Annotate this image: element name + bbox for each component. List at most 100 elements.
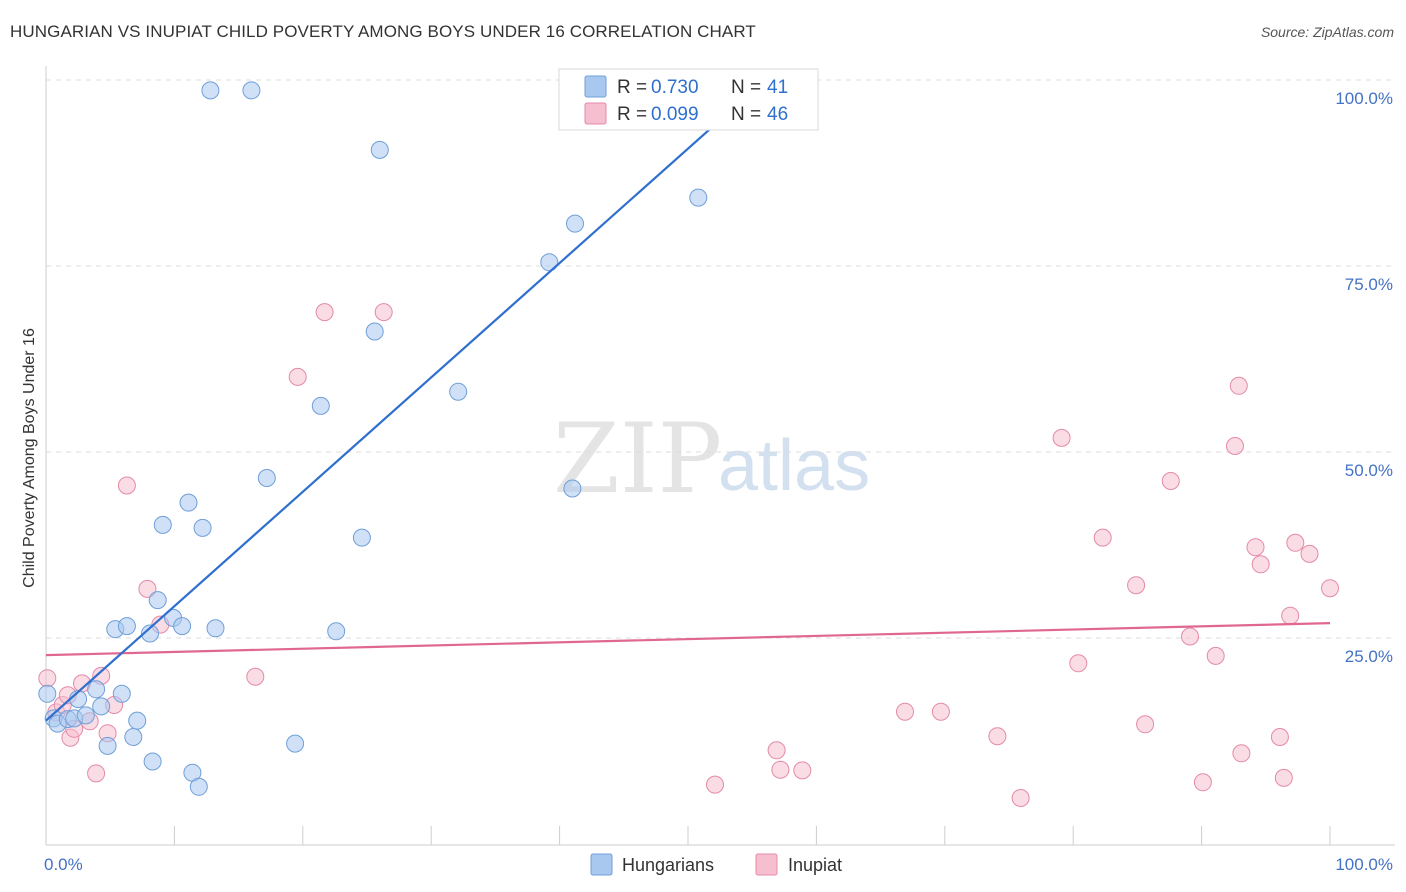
hungarian-point-31 <box>327 622 346 641</box>
inupiat-point-42 <box>1274 768 1293 787</box>
inupiat-points <box>38 303 1339 807</box>
hungarian-point-27 <box>242 81 261 100</box>
watermark-atlas: atlas <box>718 426 870 506</box>
inupiat-point-44 <box>1286 533 1305 552</box>
trend-lines <box>45 79 1331 722</box>
inupiat-point-8 <box>87 764 106 783</box>
series-legend: Hungarians Inupiat <box>590 853 842 876</box>
inupiat-point-13 <box>138 579 157 598</box>
y-tick-label-1: 50.0% <box>1345 461 1393 480</box>
y-tick-label-3: 100.0% <box>1335 89 1393 108</box>
inupiat-point-33 <box>1181 627 1199 646</box>
hungarian-point-12 <box>117 617 136 636</box>
legend-r-label-hungarians: R = <box>617 77 647 98</box>
inupiat-point-22 <box>793 761 812 780</box>
inupiat-point-40 <box>1251 555 1270 574</box>
inupiat-point-31 <box>1136 715 1155 734</box>
hungarian-point-14 <box>128 711 147 730</box>
inupiat-point-39 <box>1246 538 1265 557</box>
legend-r-value-inupiat: 0.099 <box>651 104 699 125</box>
inupiat-point-32 <box>1161 472 1180 490</box>
inupiat-point-20 <box>767 741 786 760</box>
legend-swatch-hungarians <box>584 75 607 98</box>
hungarian-point-37 <box>563 479 582 498</box>
inupiat-point-19 <box>706 775 724 794</box>
inupiat-point-0 <box>38 669 57 688</box>
x-tick-label-1: 100.0% <box>1335 855 1393 874</box>
hungarian-point-8 <box>92 697 111 716</box>
hungarian-point-24 <box>193 518 212 537</box>
axes <box>45 66 1395 846</box>
hungarian-point-18 <box>153 515 172 534</box>
inupiat-point-23 <box>896 702 914 721</box>
inupiat-point-46 <box>1321 579 1339 598</box>
hungarian-point-17 <box>148 591 167 610</box>
hungarian-point-23 <box>189 777 208 796</box>
hungarian-point-29 <box>286 734 305 753</box>
inupiat-point-15 <box>246 667 265 686</box>
hungarian-point-20 <box>173 617 192 636</box>
hungarian-point-15 <box>141 624 159 643</box>
inupiat-point-26 <box>1011 789 1030 807</box>
hungarian-point-6 <box>76 706 95 725</box>
hungarian-trend-line <box>45 79 766 722</box>
inupiat-point-41 <box>1270 728 1289 746</box>
chart-source: Source: ZipAtlas.com <box>1260 24 1394 40</box>
hungarian-point-21 <box>179 493 198 512</box>
inupiat-point-17 <box>315 303 334 322</box>
hungarian-point-38 <box>566 214 584 233</box>
inupiat-point-16 <box>288 367 307 386</box>
inupiat-point-28 <box>1069 654 1088 673</box>
hungarian-point-11 <box>112 684 131 703</box>
inupiat-point-37 <box>1229 376 1248 395</box>
inupiat-point-25 <box>988 727 1007 746</box>
y-tick-label-0: 25.0% <box>1345 647 1393 666</box>
hungarian-point-25 <box>206 619 225 638</box>
hungarian-point-33 <box>365 322 384 341</box>
legend-r-label-inupiat: R = <box>617 104 647 125</box>
hungarian-point-35 <box>449 382 468 401</box>
inupiat-point-36 <box>1226 437 1244 455</box>
inupiat-point-34 <box>1193 773 1212 792</box>
hungarian-point-34 <box>370 140 389 159</box>
hungarian-point-0 <box>38 684 57 703</box>
legend-n-value-hungarians: 41 <box>767 77 788 98</box>
inupiat-point-45 <box>1300 544 1319 563</box>
y-tick-label-2: 75.0% <box>1345 275 1393 294</box>
chart-title: HUNGARIAN VS INUPIAT CHILD POVERTY AMONG… <box>10 22 756 41</box>
hungarian-point-30 <box>311 396 330 415</box>
hungarian-point-26 <box>201 81 220 100</box>
inupiat-point-24 <box>931 702 950 721</box>
series-legend-label-hungarians: Hungarians <box>622 855 714 875</box>
hungarian-point-9 <box>98 736 117 755</box>
watermark-zip: ZIP <box>553 403 722 515</box>
y-tick-labels: 25.0% 50.0% 75.0% 100.0% <box>1335 89 1393 666</box>
series-legend-swatch-hungarians <box>590 853 613 876</box>
inupiat-point-21 <box>771 760 790 779</box>
inupiat-point-43 <box>1281 606 1300 625</box>
inupiat-point-12 <box>117 476 136 495</box>
y-axis-title: Child Poverty Among Boys Under 16 <box>21 328 38 588</box>
series-legend-swatch-inupiat <box>755 853 778 876</box>
inupiat-point-30 <box>1127 576 1146 595</box>
x-tick-labels: 0.0% 100.0% <box>44 855 1393 874</box>
series-legend-label-inupiat: Inupiat <box>788 855 842 875</box>
hungarian-point-13 <box>124 728 143 746</box>
hungarian-point-32 <box>352 528 371 547</box>
hungarian-point-16 <box>143 752 162 771</box>
x-tick-label-0: 0.0% <box>44 855 83 874</box>
hungarian-point-39 <box>689 188 708 207</box>
legend-n-value-inupiat: 46 <box>767 104 788 125</box>
inupiat-point-27 <box>1052 428 1071 447</box>
grid-lines <box>46 79 1395 639</box>
inupiat-trend-line <box>45 622 1331 657</box>
legend-swatch-inupiat <box>584 102 607 125</box>
legend-r-value-hungarians: 0.730 <box>651 77 699 98</box>
stats-legend: R = 0.730 N = 41 R = 0.099 N = 46 <box>558 68 819 131</box>
hungarian-point-7 <box>87 680 106 699</box>
inupiat-point-18 <box>374 303 393 322</box>
inupiat-point-35 <box>1206 646 1225 665</box>
inupiat-point-29 <box>1093 528 1112 547</box>
legend-n-label-hungarians: N = <box>731 77 761 98</box>
